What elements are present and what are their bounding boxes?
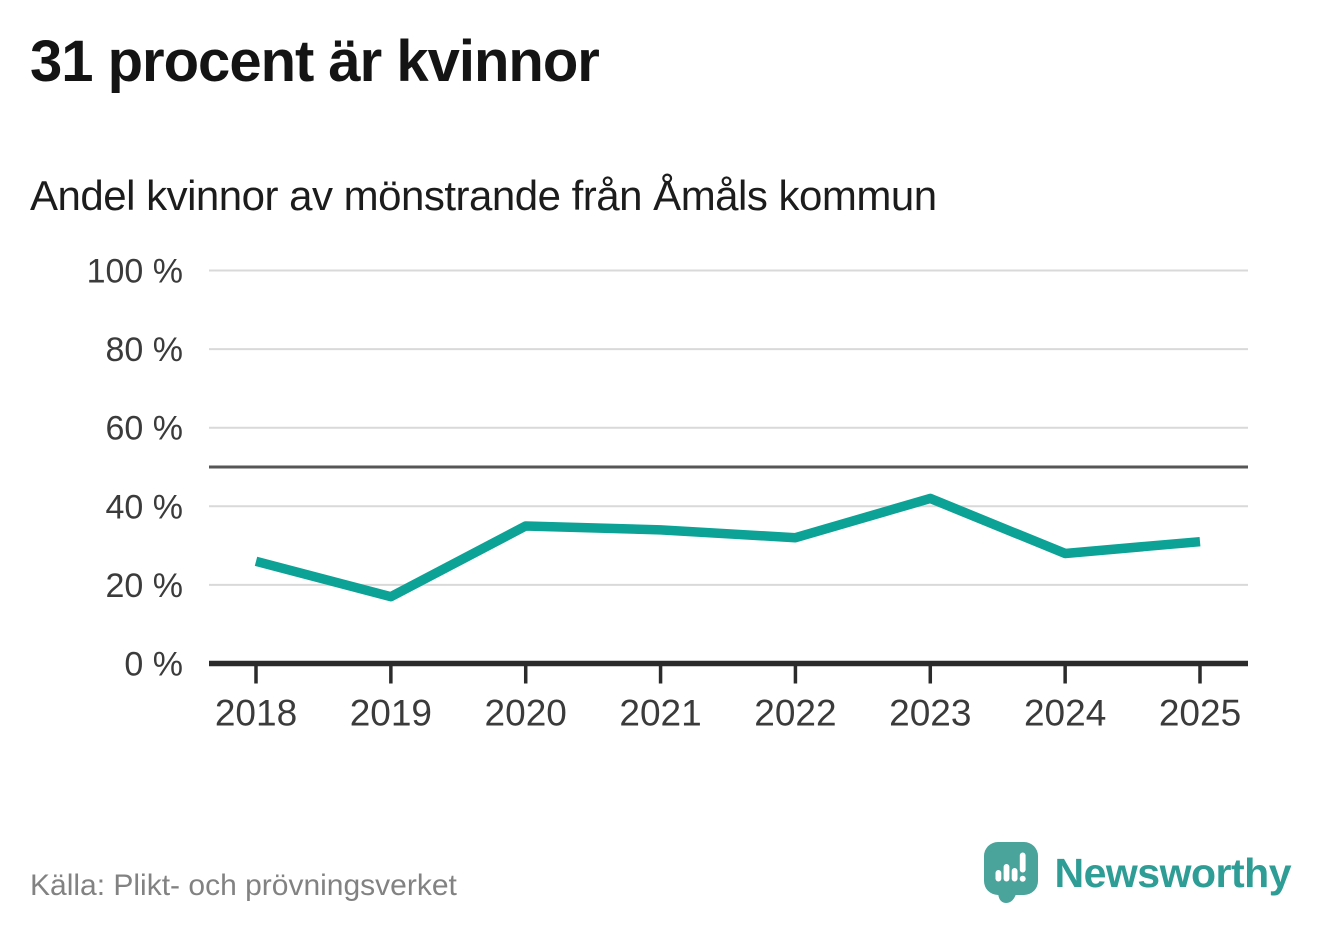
data-line-series (254, 493, 1201, 602)
x-tick-label: 2024 (1024, 693, 1106, 734)
source-note: Källa: Plikt- och prövningsverket (30, 869, 457, 902)
x-tick-label: 2022 (754, 693, 836, 734)
y-tick-label: 0 % (124, 646, 183, 684)
x-tick-label: 2020 (485, 693, 567, 734)
y-tick-label: 60 % (106, 410, 184, 448)
x-tick-label: 2018 (215, 693, 297, 734)
chart-subtitle: Andel kvinnor av mönstrande från Åmåls k… (30, 172, 937, 219)
y-tick-label: 80 % (106, 331, 184, 369)
newsworthy-logo-icon (983, 842, 1038, 903)
x-tick-label: 2025 (1159, 693, 1241, 734)
y-tick-label: 100 % (87, 253, 183, 291)
x-tick-label: 2023 (889, 693, 971, 734)
newsworthy-logo: Newsworthy (983, 841, 1292, 905)
y-tick-label: 40 % (106, 488, 184, 526)
chart-title: 31 procent är kvinnor (30, 29, 600, 94)
x-tick-label: 2021 (619, 693, 701, 734)
x-tick-label: 2019 (350, 693, 432, 734)
y-tick-label: 20 % (106, 567, 184, 605)
newsworthy-logo-text: Newsworthy (1054, 849, 1292, 896)
